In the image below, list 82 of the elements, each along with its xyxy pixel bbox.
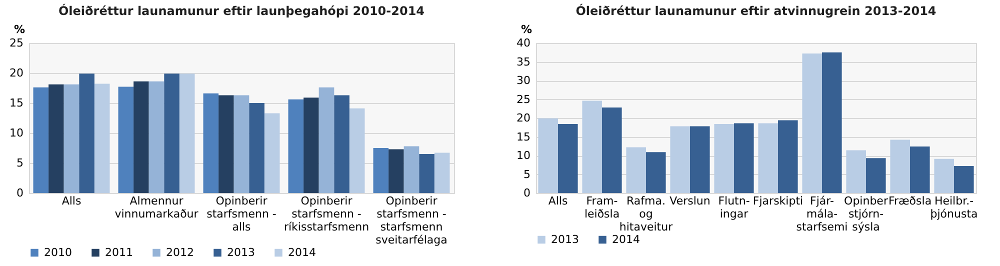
y-tick-label: 10 (516, 149, 530, 162)
x-tick-label: Flutn- ingar (718, 194, 750, 220)
bar (582, 100, 602, 193)
bar (734, 123, 754, 193)
chart-title: Óleiðréttur launamunur eftir launþegahópi 2010-2014 (58, 3, 425, 18)
x-tick-label: Verslun (670, 194, 710, 208)
y-tick-label: 15 (516, 130, 530, 144)
y-tick-label: 30 (516, 74, 530, 87)
chart-title: Óleiðréttur launamunur eftir atvinnugrein 2013-2014 (576, 3, 936, 18)
bar (538, 118, 558, 193)
bar (234, 95, 250, 193)
bar (148, 81, 164, 193)
y-axis-title: % (520, 23, 532, 36)
bar (419, 154, 434, 193)
y-tick-label: 15 (10, 96, 24, 110)
bar (404, 146, 420, 193)
bar (118, 86, 134, 193)
bar (134, 81, 149, 193)
y-tick-label: 20 (10, 66, 24, 80)
bar (910, 146, 930, 193)
bar (866, 158, 886, 193)
bar (890, 140, 910, 193)
x-tick-label: Opinberir starfsmenn - starfsmenn sveitarfélaga (376, 194, 448, 246)
bar (626, 147, 646, 193)
bar (846, 150, 866, 193)
bar (558, 124, 578, 193)
bar (434, 152, 450, 193)
y-tick-label: 10 (10, 126, 24, 140)
bar (670, 126, 690, 193)
y-tick-label: 5 (524, 168, 530, 181)
bar (334, 95, 350, 193)
bar (94, 84, 110, 193)
legend-label: 2013 (551, 232, 579, 246)
bar (373, 148, 389, 193)
bar (388, 149, 404, 193)
bar (802, 54, 822, 193)
bar (288, 99, 304, 193)
y-axis-title: % (14, 23, 25, 36)
x-tick-label: Opinberir starfsmenn - alls (206, 194, 276, 234)
x-tick-label: Fræðsla (888, 194, 932, 208)
bar (48, 84, 64, 193)
bar (203, 93, 219, 193)
x-tick-label: Alls (62, 194, 82, 208)
y-tick-label: 5 (16, 156, 24, 170)
y-tick-label: 0 (524, 186, 530, 200)
bar (64, 84, 80, 193)
legend-label: 2014 (288, 246, 316, 259)
bar (249, 103, 264, 193)
x-tick-label: Opinberir starfsmenn - ríkisstarfsmenn (284, 194, 370, 234)
bar (646, 152, 666, 193)
bar (822, 52, 842, 193)
bar (714, 124, 734, 193)
bar (778, 120, 798, 193)
y-tick-label: 20 (516, 112, 530, 124)
y-tick-label: 25 (10, 36, 24, 50)
legend-label: 2012 (166, 246, 194, 259)
bar (602, 108, 622, 193)
bar (218, 95, 234, 193)
bar (33, 87, 49, 193)
bar (934, 158, 954, 193)
bar (954, 166, 974, 193)
bar (304, 98, 319, 193)
bar (318, 87, 334, 193)
y-tick-label: 25 (516, 92, 530, 106)
legend-label: 2013 (227, 246, 255, 259)
y-tick-label: 0 (16, 186, 24, 200)
x-tick-label: Heilbr.- þjónusta (930, 194, 978, 220)
legend-label: 2011 (105, 246, 133, 259)
legend-label: 2014 (612, 232, 640, 246)
x-tick-label: Almennur vinnumarkaður (114, 194, 199, 220)
y-tick-label: 35 (516, 55, 530, 68)
bar (690, 126, 710, 193)
bar (164, 74, 180, 193)
bar (79, 74, 94, 193)
y-tick-label: 40 (516, 36, 530, 50)
x-tick-label: Alls (548, 194, 568, 208)
bar (179, 74, 195, 193)
bar (758, 123, 778, 193)
bar (349, 108, 365, 193)
x-tick-label: Fjarskipti (752, 194, 804, 208)
bar (264, 113, 280, 193)
legend-label: 2010 (44, 246, 72, 259)
